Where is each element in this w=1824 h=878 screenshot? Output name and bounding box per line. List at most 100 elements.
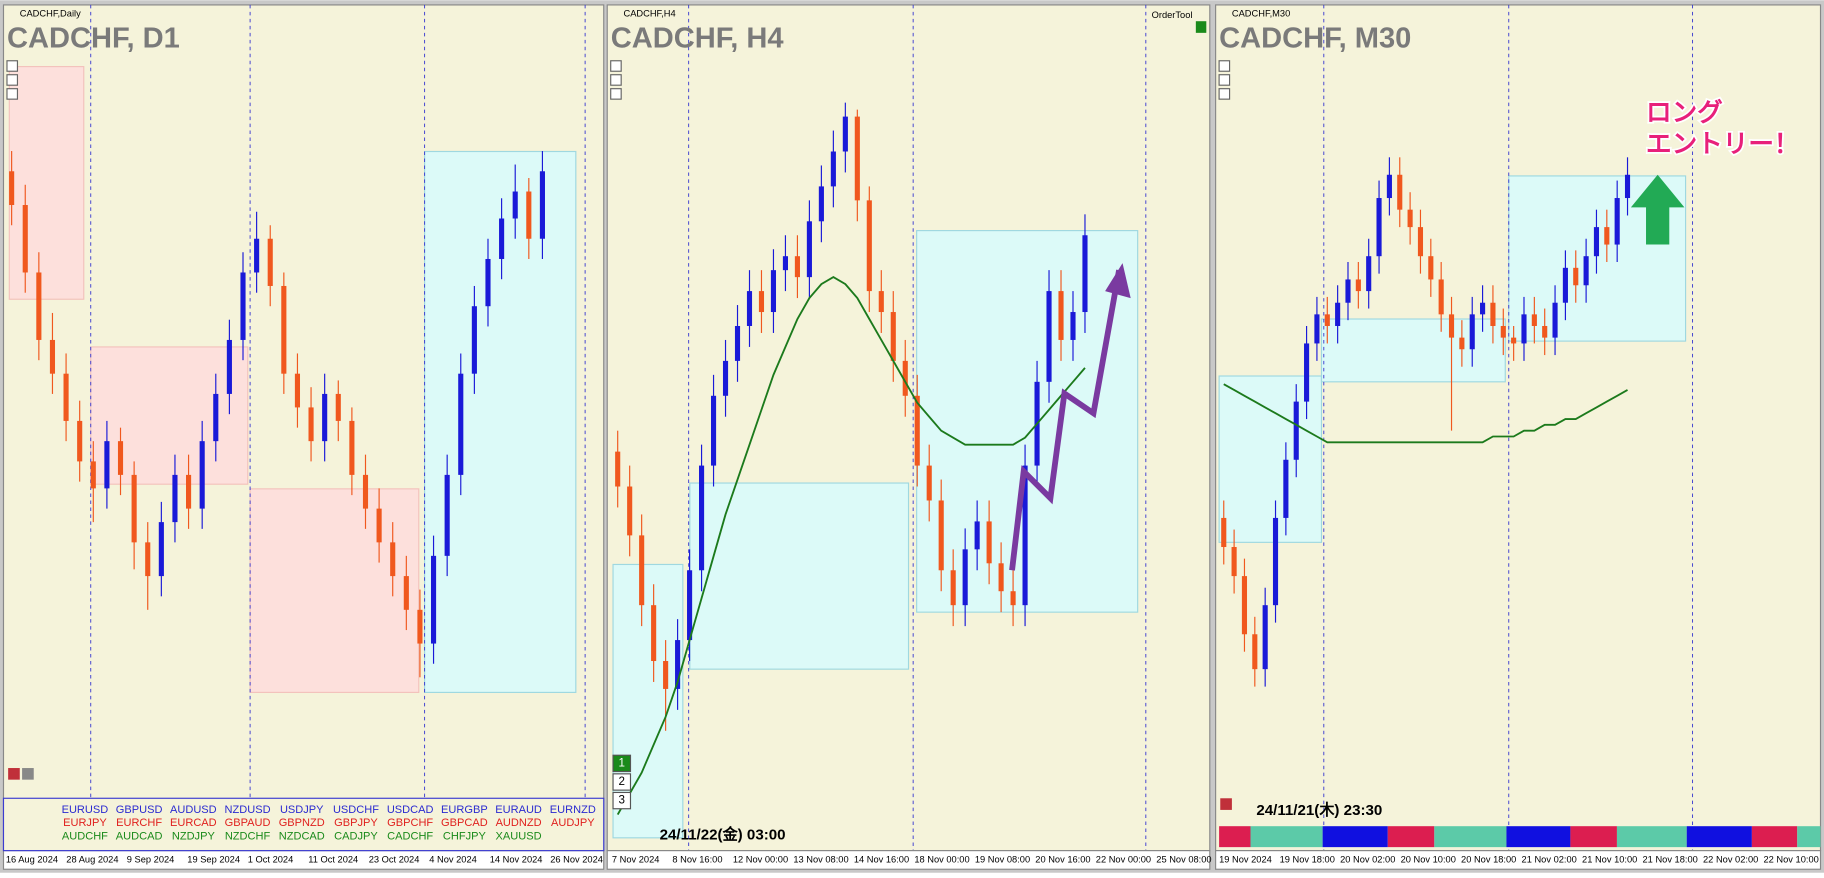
close-button [1220,798,1232,810]
date-label: 21 Nov 02:00 [1522,854,1577,864]
symbol-link[interactable]: CADJPY [334,831,378,843]
symbol-link[interactable]: EURGBP [441,804,488,816]
order-button[interactable] [612,773,632,791]
candle-body [49,339,56,374]
symbol-link[interactable]: USDJPY [280,804,324,816]
symbol-link[interactable]: EURJPY [63,817,107,829]
candle-body [240,272,246,340]
date-label: 8 Nov 16:00 [672,854,722,864]
symbol-link[interactable]: CHFJPY [443,831,487,843]
symbol-link[interactable]: GBPJPY [334,817,378,829]
candle-body [1552,302,1558,338]
candle-body [974,521,980,550]
candle-body [199,441,205,509]
symbol-link[interactable]: AUDUSD [170,804,217,816]
tool-icon [1195,21,1207,33]
session-bar [1506,826,1571,848]
drawn-arrow [1009,269,1122,571]
order-button-label[interactable]: 2 [619,775,625,788]
session-bar [1434,826,1507,848]
candle-body [866,200,872,292]
order-button[interactable] [612,791,632,810]
symbol-link[interactable]: EURNZD [550,804,596,816]
symbol-link[interactable]: AUDCHF [62,831,108,843]
symbol-link[interactable]: AUDCAD [116,831,163,843]
symbol-link[interactable]: USDCHF [333,804,379,816]
symbol-link[interactable]: NZDUSD [225,804,271,816]
date-label: 25 Nov 08:00 [1156,854,1211,864]
candle-body [914,395,920,466]
candle-body [1335,302,1341,326]
symbol-link[interactable]: GBPAUD [225,817,271,829]
candle-body [1355,279,1361,292]
zone-box [249,488,420,694]
date-label: 9 Sep 2024 [127,854,175,864]
symbol-link[interactable]: XAUUSD [496,831,542,843]
session-bar [1219,826,1251,848]
candle-body [499,218,505,259]
candle-body [349,420,355,475]
timestamp: 24/11/22(金) 03:00 [660,826,786,844]
candle-body [485,258,491,307]
candle-body [710,395,717,466]
scroll-button [6,74,19,86]
candle-body [226,339,232,394]
date-axis [606,850,1211,870]
symbol-link[interactable]: NZDCAD [279,831,325,843]
candle-body [1614,198,1620,245]
date-label: 12 Nov 00:00 [733,854,788,864]
order-button-label[interactable]: 3 [619,794,625,807]
candle-body [1490,302,1496,326]
date-label: 14 Nov 2024 [490,854,543,864]
candle-body [902,360,908,396]
tool-label[interactable]: OrderTool [1152,10,1193,20]
candle-body [1314,314,1320,344]
scroll-button [6,88,19,100]
date-label: 13 Nov 08:00 [793,854,848,864]
symbol-panel [2,797,605,852]
candle-body [1521,314,1527,344]
zone-box [1320,318,1506,383]
scroll-button [610,88,622,100]
symbol-link[interactable]: GBPNZD [279,817,325,829]
candle-body [722,360,729,396]
candle-body [770,270,777,313]
date-label: 19 Sep 2024 [187,854,240,864]
symbol-link[interactable]: AUDJPY [551,817,595,829]
symbol-link[interactable]: CADCHF [387,831,433,843]
drawn-arrowhead [1105,263,1131,299]
candle-body [77,420,83,462]
symbol-link[interactable]: EURCAD [170,817,217,829]
candle-body [950,570,956,606]
date-label: 21 Nov 18:00 [1643,854,1698,864]
symbol-link[interactable]: USDCAD [387,804,434,816]
date-label: 4 Nov 2024 [429,854,477,864]
symbol-link[interactable]: GBPCAD [441,817,488,829]
symbol-link[interactable]: AUDNZD [496,817,542,829]
order-button[interactable] [612,754,632,773]
symbol-link[interactable]: EURUSD [62,804,109,816]
symbol-link[interactable]: NZDCHF [225,831,271,843]
date-label: 23 Oct 2024 [369,854,420,864]
symbol-link[interactable]: EURAUD [495,804,542,816]
candle-body [90,461,96,489]
date-label: 11 Oct 2024 [308,854,358,864]
zone-box [90,346,249,485]
symbol-link[interactable]: EURCHF [116,817,162,829]
date-label: 20 Nov 18:00 [1461,854,1516,864]
symbol-link[interactable]: NZDJPY [172,831,216,843]
candle-body [1573,267,1579,286]
symbol-link[interactable]: GBPCHF [387,817,433,829]
symbol-link[interactable]: GBPUSD [116,804,163,816]
candle-body [1531,314,1537,326]
session-bar [1250,826,1323,848]
candle-body [1428,256,1434,280]
candle-body [663,661,669,689]
candle-body [842,116,848,152]
candle-body [1469,314,1475,350]
candle-body [1221,517,1227,548]
date-label: 1 Oct 2024 [248,854,293,864]
order-button-label[interactable]: 1 [619,756,625,769]
zone-box [1218,375,1323,543]
